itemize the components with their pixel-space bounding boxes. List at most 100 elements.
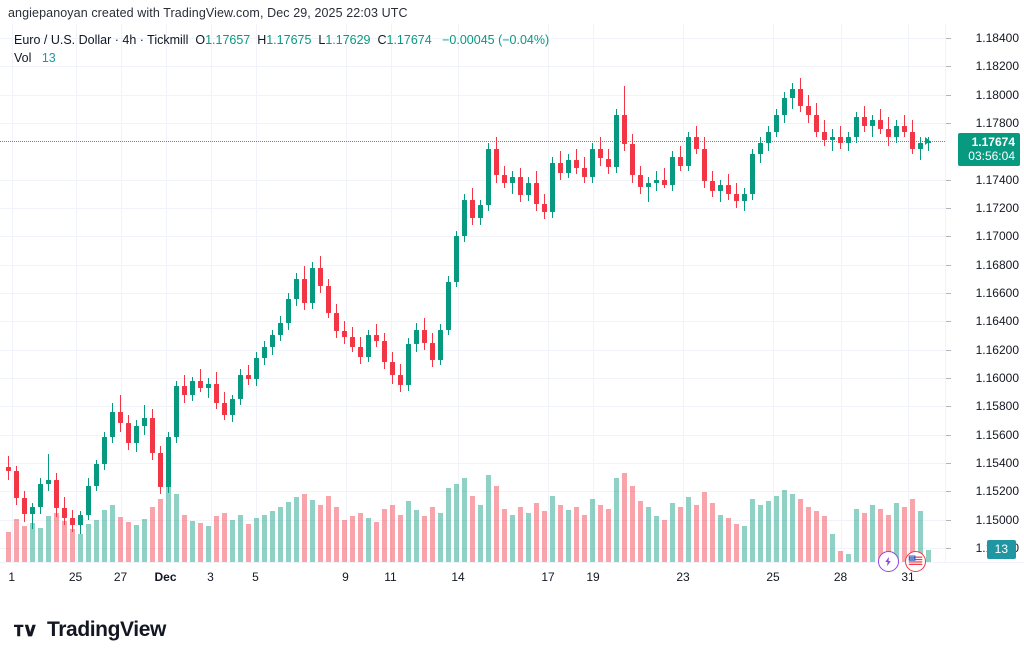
- time-axis-tick-label: 25: [68, 570, 83, 584]
- gridline-vertical: [256, 24, 257, 562]
- gridline-horizontal: [0, 321, 945, 322]
- candle-body: [534, 182, 539, 204]
- candle-body: [606, 158, 611, 167]
- candle-body: [158, 452, 163, 487]
- time-axis-tick-label: 19: [586, 570, 600, 584]
- legend-volume-label: Vol: [14, 51, 32, 65]
- candlestick: [198, 24, 203, 562]
- volume-bar: [790, 493, 795, 562]
- volume-bar: [542, 510, 547, 562]
- volume-bar: [606, 508, 611, 562]
- candlestick: [830, 24, 835, 562]
- time-axis-tick-label: 25: [766, 570, 780, 584]
- candlestick: [414, 24, 419, 562]
- volume-bar: [390, 505, 395, 562]
- volume-bar: [854, 508, 859, 562]
- volume-bar: [190, 521, 195, 562]
- candlestick: [318, 24, 323, 562]
- candle-body: [654, 179, 659, 183]
- volume-bar: [414, 509, 419, 562]
- candlestick: [582, 24, 587, 562]
- candle-body: [574, 159, 579, 169]
- volume-bar: [326, 495, 331, 562]
- volume-bar: [622, 472, 627, 562]
- price-tick-dash: [946, 406, 951, 407]
- candle-body: [526, 182, 531, 196]
- candle-body: [918, 142, 923, 149]
- candlestick: [590, 24, 595, 562]
- gridline-vertical: [76, 24, 77, 562]
- candle-body: [366, 335, 371, 357]
- candle-body: [406, 343, 411, 385]
- volume-bar: [222, 512, 227, 562]
- volume-bar: [518, 506, 523, 562]
- candle-body: [686, 137, 691, 166]
- volume-bar: [470, 495, 475, 562]
- candle-body: [878, 120, 883, 129]
- candle-body: [6, 467, 11, 472]
- candlestick: [622, 24, 627, 562]
- volume-bar: [814, 510, 819, 562]
- price-tick-dash: [946, 38, 951, 39]
- candlestick: [550, 24, 555, 562]
- candle-body: [278, 322, 283, 336]
- candlestick: [678, 24, 683, 562]
- volume-value-badge[interactable]: 13: [986, 540, 1016, 559]
- lightning-bolt-icon[interactable]: [878, 551, 899, 572]
- volume-bar: [582, 514, 587, 562]
- candlestick: [118, 24, 123, 562]
- volume-bar: [126, 522, 131, 562]
- candlestick: [486, 24, 491, 562]
- candlestick: [742, 24, 747, 562]
- legend-exchange[interactable]: Tickmill: [147, 33, 189, 47]
- candle-body: [614, 114, 619, 167]
- candlestick: [766, 24, 771, 562]
- current-price-badge[interactable]: 1.17674 03:56:04: [958, 132, 1020, 166]
- price-axis-tick-label: 1.18400: [975, 31, 1019, 46]
- candlestick: [718, 24, 723, 562]
- candle-body: [118, 411, 123, 424]
- current-price-value: 1.17674: [971, 134, 1015, 149]
- gridline-horizontal: [0, 265, 945, 266]
- candlestick: [710, 24, 715, 562]
- price-axis-tick-label: 1.15400: [975, 455, 1019, 470]
- candlestick-series: [0, 24, 945, 562]
- volume-bar: [902, 506, 907, 562]
- candle-body: [590, 148, 595, 177]
- candlestick: [174, 24, 179, 562]
- volume-bar: [886, 514, 891, 562]
- price-tick-dash: [946, 180, 951, 181]
- us-flag-icon[interactable]: [905, 551, 926, 572]
- candlestick: [734, 24, 739, 562]
- candle-body: [350, 336, 355, 347]
- time-axis[interactable]: 1 25 27 Dec 3 5 9 11 14 17 19 23 25 28 31: [0, 562, 1024, 596]
- candlestick: [750, 24, 755, 562]
- volume-bar: [614, 478, 619, 562]
- volume-bar: [558, 505, 563, 562]
- volume-bar: [366, 518, 371, 562]
- price-axis-tick-label: 1.18000: [975, 87, 1019, 102]
- candlestick: [214, 24, 219, 562]
- price-axis[interactable]: 1.18400 1.18200 1.18000 1.17800 1.17400 1.172…: [945, 24, 1024, 562]
- candle-body: [622, 114, 627, 145]
- chart-area[interactable]: Euro / U.S. Dollar · 4h · Tickmill O1.17…: [0, 24, 945, 562]
- legend-high-label: H: [257, 33, 267, 47]
- candlestick: [22, 24, 27, 562]
- chart-corner-icons: [878, 551, 926, 572]
- candle-body: [726, 185, 731, 194]
- volume-series: [0, 24, 945, 562]
- candlestick: [134, 24, 139, 562]
- candle-body: [46, 479, 51, 485]
- candlestick: [30, 24, 35, 562]
- legend-symbol[interactable]: Euro / U.S. Dollar: [14, 33, 112, 47]
- volume-bar: [14, 519, 19, 562]
- candlestick: [918, 24, 923, 562]
- legend-separator-1: ·: [111, 33, 123, 47]
- candle-body: [894, 125, 899, 138]
- candle-wick: [200, 369, 201, 393]
- gridline-horizontal: [0, 38, 945, 39]
- volume-bar: [550, 495, 555, 562]
- candlestick: [510, 24, 515, 562]
- legend-interval[interactable]: 4h: [122, 33, 137, 47]
- candle-body: [494, 148, 499, 176]
